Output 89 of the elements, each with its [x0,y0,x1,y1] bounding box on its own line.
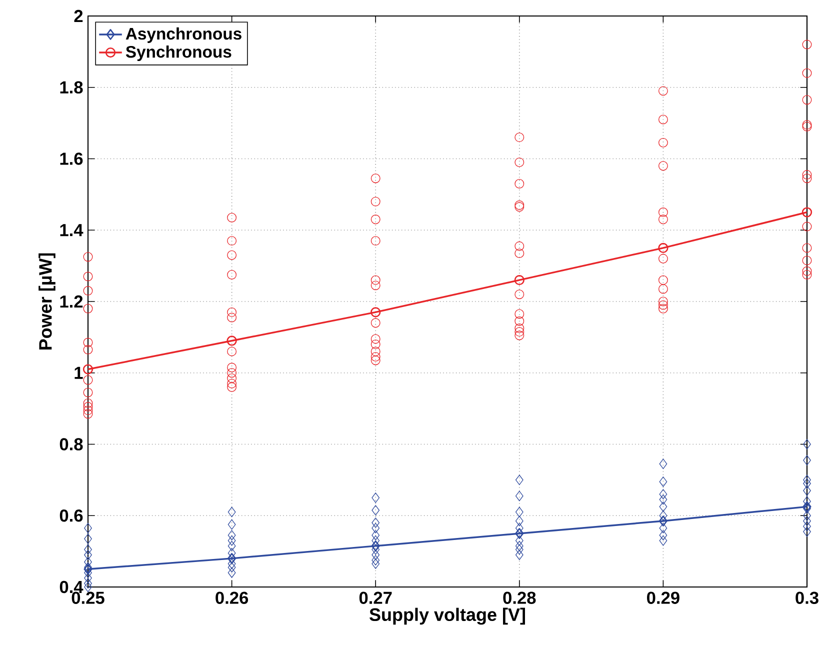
point [659,530,668,540]
point [515,544,524,555]
point [658,242,668,254]
point [659,494,668,505]
point [370,307,381,318]
point [802,207,812,218]
point [372,505,380,516]
y-tick-label: 1.6 [60,152,83,165]
point [659,510,668,521]
x-tick-label: 0.27 [359,592,392,604]
x-tick-label: 0.26 [216,592,248,604]
point [372,550,380,560]
point [228,519,236,530]
x-axis-title: Supply voltage [V] [370,608,525,625]
point [515,522,524,534]
point [84,582,92,592]
point [84,550,92,560]
point [84,578,92,589]
point [803,485,811,496]
point [802,501,812,512]
point [515,490,524,502]
point [226,336,237,346]
point [84,572,92,584]
y-tick-label: 0.6 [60,509,83,522]
point [659,458,668,469]
point [228,535,236,546]
point [803,516,811,526]
point [228,568,236,578]
point [515,474,524,486]
point [372,555,380,566]
y-axis-title: Power [µW] [38,253,56,350]
x-tick-label: 0.25 [72,592,104,604]
point [82,364,94,374]
point [803,478,811,489]
point [803,455,811,466]
point [803,496,811,506]
point [515,528,524,539]
y-tick-label: 1 [74,366,83,379]
point [515,506,524,518]
point [84,564,92,575]
point [228,540,236,552]
point [659,522,668,534]
y-tick-label: 1.2 [60,295,83,308]
point [228,548,236,558]
point [803,439,811,450]
point [372,522,380,534]
point [84,544,92,555]
point [228,552,236,564]
point [228,558,236,569]
point [515,516,524,526]
point [514,275,524,286]
y-tick-label: 1.8 [60,81,83,94]
point [803,474,811,486]
point [658,515,668,526]
x-tick-label: 0.3 [796,592,818,604]
point [228,562,236,572]
point [372,558,380,569]
point [803,526,811,537]
point [803,503,811,514]
point [372,530,380,540]
point [372,518,380,528]
point [228,530,236,540]
point [228,506,236,518]
point [372,492,380,503]
x-tick-label: 0.29 [647,592,680,604]
point [515,540,524,552]
point [659,535,668,546]
point [372,544,380,555]
point [803,510,811,521]
point [515,535,524,546]
point [371,540,380,552]
y-tick-label: 0.8 [60,438,83,450]
point [84,568,92,578]
legend-label: Synchronous [126,45,232,62]
point [372,535,380,546]
point [659,502,668,512]
legend-label: Asynchronous [126,27,242,43]
point [659,476,668,487]
y-tick-label: 0.4 [60,580,84,594]
x-tick-label: 0.28 [503,592,536,604]
point [84,562,92,572]
point [659,489,668,500]
point [803,521,811,532]
y-tick-label: 2 [74,10,83,22]
point [84,534,92,544]
point [84,522,92,534]
point [84,556,92,568]
point [515,550,524,560]
y-tick-label: 1.4 [60,224,84,236]
